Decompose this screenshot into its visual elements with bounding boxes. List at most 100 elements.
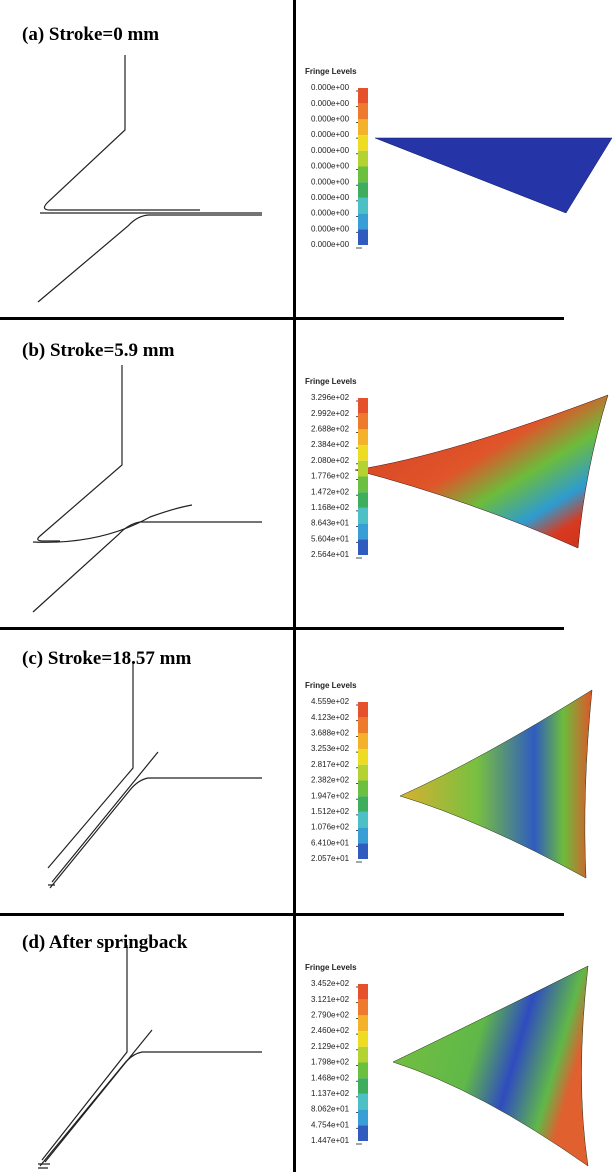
level-label: 2.564e+01 [311, 550, 350, 559]
color-band [358, 1094, 368, 1110]
color-band [358, 1125, 368, 1141]
panel-title: (a) Stroke=0 mm [22, 24, 159, 45]
color-band [358, 229, 368, 245]
blank-outline [33, 505, 192, 542]
color-band [358, 508, 368, 524]
color-band [358, 151, 368, 167]
color-band [358, 1063, 368, 1079]
level-label: 1.512e+02 [311, 807, 350, 816]
level-label: 1.076e+02 [311, 823, 350, 832]
color-band [358, 718, 368, 734]
legend-title: Fringe Levels [305, 681, 357, 690]
mesh-shape [375, 138, 612, 213]
level-label: 1.776e+02 [311, 472, 350, 481]
color-band [358, 198, 368, 214]
color-band [358, 1110, 368, 1126]
level-label: 0.000e+00 [311, 162, 350, 171]
level-label: 2.790e+02 [311, 1011, 350, 1020]
mesh-shape [355, 395, 608, 548]
horizontal-divider [0, 913, 564, 916]
level-label: 3.452e+02 [311, 979, 350, 988]
punch-outline [40, 1052, 262, 1166]
level-label: 0.000e+00 [311, 83, 350, 92]
color-band [358, 492, 368, 508]
figure: (a) Stroke=0 mm Fringe Levels 0.000e+00 0.0… [0, 0, 615, 1172]
blank-outline [48, 752, 158, 885]
level-label: 8.643e+01 [311, 519, 350, 528]
panel-title: (c) Stroke=18.57 mm [22, 648, 191, 669]
level-label: 4.123e+02 [311, 713, 350, 722]
level-label: 0.000e+00 [311, 240, 350, 249]
color-band [358, 1015, 368, 1031]
level-label: 3.121e+02 [311, 995, 350, 1004]
level-label: 1.137e+02 [311, 1089, 350, 1098]
die-outline [44, 55, 200, 210]
color-band [358, 429, 368, 445]
level-label: 0.000e+00 [311, 130, 350, 139]
tool-sketches [33, 55, 262, 1168]
level-label: 1.947e+02 [311, 791, 350, 800]
level-label: 1.168e+02 [311, 503, 350, 512]
level-label: 2.460e+02 [311, 1026, 350, 1035]
color-band [358, 477, 368, 493]
color-band [358, 167, 368, 183]
level-label: 8.062e+01 [311, 1105, 350, 1114]
color-band [358, 539, 368, 555]
panel-title: (b) Stroke=5.9 mm [22, 340, 175, 361]
legend-title: Fringe Levels [305, 377, 357, 386]
level-label: 2.382e+02 [311, 776, 350, 785]
level-label: 2.080e+02 [311, 456, 350, 465]
level-label: 2.688e+02 [311, 425, 350, 434]
color-band [358, 445, 368, 461]
color-band [358, 796, 368, 812]
color-band [358, 1047, 368, 1063]
level-label: 5.604e+01 [311, 534, 350, 543]
level-label: 0.000e+00 [311, 209, 350, 218]
horizontal-divider [0, 627, 564, 630]
color-band [358, 702, 368, 718]
horizontal-divider [0, 317, 564, 320]
level-label: 3.688e+02 [311, 729, 350, 738]
legend-title: Fringe Levels [305, 67, 357, 76]
color-band [358, 104, 368, 120]
color-band [358, 182, 368, 198]
color-band [358, 828, 368, 844]
level-label: 1.468e+02 [311, 1073, 350, 1082]
color-band [358, 1000, 368, 1016]
die-outline [38, 365, 122, 541]
level-label: 0.000e+00 [311, 146, 350, 155]
level-label: 2.057e+01 [311, 854, 350, 863]
color-band [358, 119, 368, 135]
level-label: 0.000e+00 [311, 115, 350, 124]
level-label: 2.384e+02 [311, 440, 350, 449]
color-band [358, 1031, 368, 1047]
color-band [358, 398, 368, 414]
color-band [358, 765, 368, 781]
color-band [358, 1078, 368, 1094]
color-band [358, 781, 368, 797]
color-band [358, 749, 368, 765]
mesh-shape [400, 690, 592, 878]
panels: (a) Stroke=0 mm Fringe Levels 0.000e+00 0.0… [22, 24, 368, 1145]
color-band [358, 214, 368, 230]
punch-outline [33, 522, 262, 612]
level-label: 3.253e+02 [311, 744, 350, 753]
level-label: 2.817e+02 [311, 760, 350, 769]
vertical-divider [293, 0, 296, 1172]
level-label: 1.798e+02 [311, 1058, 350, 1067]
level-label: 6.410e+01 [311, 838, 350, 847]
color-band [358, 812, 368, 828]
color-band [358, 135, 368, 151]
color-band [358, 524, 368, 540]
level-label: 0.000e+00 [311, 193, 350, 202]
color-band [358, 843, 368, 859]
punch-outline [38, 215, 262, 302]
die-outline [42, 945, 127, 1160]
color-band [358, 461, 368, 477]
level-label: 4.754e+01 [311, 1120, 350, 1129]
color-band [358, 414, 368, 430]
color-band [358, 984, 368, 1000]
legend-title: Fringe Levels [305, 963, 357, 972]
die-outline [48, 662, 133, 868]
level-label: 0.000e+00 [311, 177, 350, 186]
